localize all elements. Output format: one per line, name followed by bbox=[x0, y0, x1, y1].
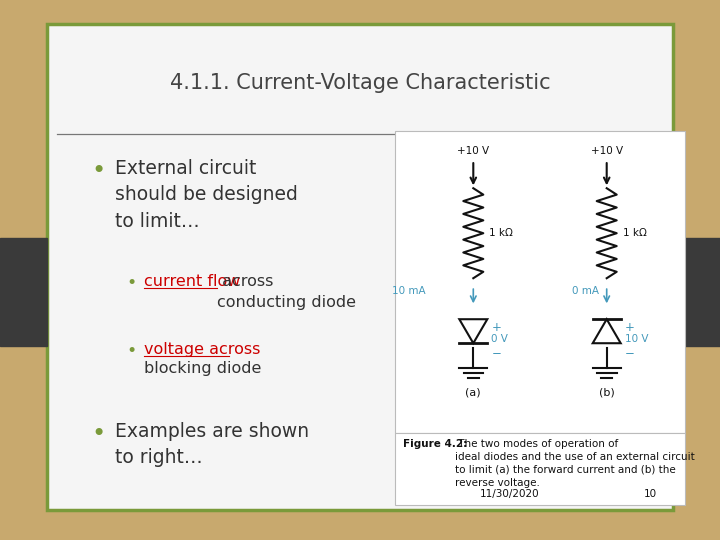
Text: 1 kΩ: 1 kΩ bbox=[490, 228, 513, 238]
Text: External circuit
should be designed
to limit…: External circuit should be designed to l… bbox=[114, 159, 297, 231]
Text: 11/30/2020: 11/30/2020 bbox=[480, 489, 540, 500]
Text: −: − bbox=[625, 347, 634, 360]
Text: •: • bbox=[127, 274, 137, 292]
Text: −: − bbox=[491, 347, 501, 360]
Bar bbox=[0, 238, 47, 346]
Text: The two modes of operation of
ideal diodes and the use of an external circuit
to: The two modes of operation of ideal diod… bbox=[455, 438, 695, 488]
Text: 0 mA: 0 mA bbox=[572, 286, 599, 296]
Text: +: + bbox=[625, 321, 634, 334]
Bar bbox=[395, 131, 685, 433]
Bar bbox=[395, 433, 685, 505]
Text: +10 V: +10 V bbox=[590, 146, 623, 156]
Text: +: + bbox=[491, 321, 501, 334]
Polygon shape bbox=[593, 319, 621, 343]
Text: (b): (b) bbox=[599, 388, 615, 397]
Text: Figure 4.2:: Figure 4.2: bbox=[403, 438, 467, 449]
Text: 0 V: 0 V bbox=[491, 334, 508, 344]
Text: •: • bbox=[91, 422, 106, 446]
Text: Examples are shown
to right…: Examples are shown to right… bbox=[114, 422, 309, 467]
Text: (a): (a) bbox=[466, 388, 481, 397]
Text: 10 mA: 10 mA bbox=[392, 286, 426, 296]
Text: •: • bbox=[127, 342, 137, 360]
Text: •: • bbox=[91, 159, 106, 183]
Text: current flow: current flow bbox=[144, 274, 240, 289]
Polygon shape bbox=[459, 319, 487, 343]
Text: 10 V: 10 V bbox=[625, 334, 648, 344]
Text: 4.1.1. Current-Voltage Characteristic: 4.1.1. Current-Voltage Characteristic bbox=[170, 72, 550, 93]
Text: blocking diode: blocking diode bbox=[144, 361, 261, 376]
Text: voltage across: voltage across bbox=[144, 342, 260, 356]
Text: +10 V: +10 V bbox=[457, 146, 490, 156]
Bar bbox=[673, 238, 720, 346]
Text: across
conducting diode: across conducting diode bbox=[217, 274, 356, 309]
Text: 1 kΩ: 1 kΩ bbox=[623, 228, 647, 238]
Text: 10: 10 bbox=[644, 489, 657, 500]
Bar bbox=[47, 24, 673, 510]
